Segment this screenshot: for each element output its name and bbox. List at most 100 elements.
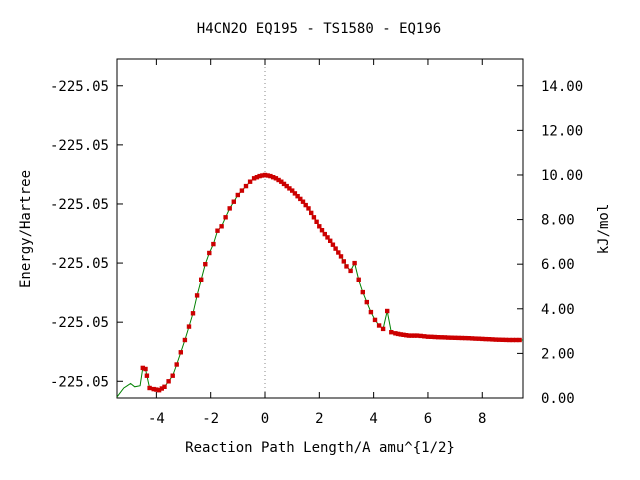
- data-point-marker: [348, 268, 353, 274]
- data-point-marker: [412, 333, 417, 338]
- data-point-marker: [314, 219, 319, 224]
- data-point-marker: [292, 191, 298, 196]
- data-point-marker: [166, 379, 171, 384]
- data-point-marker: [439, 335, 444, 340]
- data-point-marker: [284, 183, 289, 189]
- data-point-marker: [429, 334, 434, 339]
- data-point-marker: [271, 175, 276, 180]
- data-point-marker: [178, 350, 183, 355]
- data-point-marker: [510, 337, 515, 343]
- data-point-marker: [341, 259, 346, 264]
- data-point-marker: [156, 388, 162, 393]
- data-point-marker: [243, 183, 249, 189]
- data-point-marker: [483, 336, 488, 342]
- data-point-marker: [295, 194, 300, 199]
- data-point-marker: [395, 331, 401, 337]
- right-tick-label: 10.00: [541, 168, 583, 184]
- data-point-marker: [162, 384, 167, 389]
- data-point-marker: [380, 326, 386, 332]
- data-point-marker: [432, 334, 437, 340]
- data-point-marker: [287, 186, 292, 191]
- data-point-marker: [330, 242, 336, 247]
- data-point-marker: [463, 335, 468, 341]
- x-tick-label: 4: [369, 411, 377, 427]
- data-point-marker: [480, 336, 485, 342]
- right-tick-label: 6.00: [541, 257, 575, 273]
- x-tick-label: 8: [478, 411, 486, 427]
- data-point-marker: [306, 206, 311, 211]
- data-point-marker: [422, 334, 427, 339]
- data-point-marker: [140, 365, 145, 371]
- data-point-marker: [144, 373, 150, 378]
- x-tick-label: 6: [424, 411, 432, 427]
- data-point-marker: [360, 289, 365, 295]
- data-point-marker: [469, 336, 475, 341]
- data-point-marker: [486, 337, 492, 342]
- data-point-marker: [500, 337, 505, 342]
- data-point-marker: [517, 337, 522, 343]
- left-axis-ticks: -225.05 -225.05 -225.05 -225.05 -225.05 -225.…: [50, 79, 123, 390]
- data-point-marker: [260, 173, 265, 178]
- right-tick-label: 12.00: [541, 123, 583, 139]
- data-point-marker: [356, 277, 361, 282]
- data-point-marker: [151, 386, 156, 392]
- data-point-marker: [199, 277, 204, 282]
- data-point-marker: [311, 215, 317, 220]
- data-point-marker: [406, 333, 412, 338]
- data-point-marker: [207, 250, 212, 256]
- data-point-marker: [514, 337, 519, 343]
- data-point-marker: [186, 324, 192, 329]
- data-point-marker: [473, 336, 478, 341]
- left-tick-label: -225.05: [50, 79, 109, 95]
- data-point-marker: [338, 254, 344, 259]
- data-point-marker: [262, 172, 268, 178]
- data-point-marker: [401, 332, 406, 337]
- data-point-marker: [319, 228, 325, 233]
- data-point-marker: [219, 224, 224, 229]
- data-point-marker: [336, 250, 341, 255]
- data-point-marker: [385, 308, 390, 314]
- data-point-marker: [170, 373, 175, 378]
- right-axis-ticks: 0.00 2.00 4.00 6.00 8.00 10.00 12.00 14.00: [517, 79, 583, 407]
- data-point-marker: [194, 293, 200, 298]
- data-point-marker: [493, 337, 498, 342]
- data-point-marker: [376, 323, 382, 328]
- data-point-marker: [223, 215, 228, 220]
- data-point-marker: [414, 333, 420, 338]
- data-point-marker: [333, 246, 338, 251]
- left-tick-label: -225.05: [50, 138, 109, 154]
- data-point-marker: [317, 224, 322, 229]
- right-tick-label: 4.00: [541, 302, 575, 318]
- plot-frame: [116, 58, 524, 399]
- data-point-marker: [449, 335, 454, 340]
- data-point-marker: [452, 335, 458, 340]
- data-point-marker: [344, 264, 349, 269]
- data-point-marker: [273, 176, 279, 181]
- data-point-marker: [409, 333, 414, 338]
- data-point-marker: [268, 173, 273, 179]
- data-point-marker: [247, 179, 253, 184]
- data-point-marker: [459, 335, 465, 341]
- data-point-marker: [290, 188, 295, 193]
- right-tick-label: 8.00: [541, 213, 575, 229]
- data-point-marker: [203, 262, 208, 267]
- data-point-marker: [442, 335, 448, 340]
- data-point-marker: [328, 238, 333, 243]
- data-point-marker: [257, 173, 262, 179]
- data-point-marker: [182, 337, 188, 343]
- left-axis-label: Energy/Hartree: [18, 170, 34, 288]
- data-point-marker: [265, 173, 270, 178]
- left-tick-label: -225.05: [50, 197, 109, 213]
- data-point-marker: [309, 210, 314, 216]
- data-point-marker: [143, 366, 148, 372]
- data-point-marker: [300, 199, 306, 204]
- left-tick-label: -225.05: [50, 315, 109, 331]
- data-point-marker: [476, 336, 482, 341]
- data-point-marker: [325, 235, 330, 240]
- data-point-marker: [364, 299, 369, 305]
- data-point-marker: [303, 202, 308, 208]
- x-tick-label: -4: [148, 411, 165, 427]
- data-point-marker: [418, 333, 423, 339]
- data-point-marker: [159, 386, 164, 391]
